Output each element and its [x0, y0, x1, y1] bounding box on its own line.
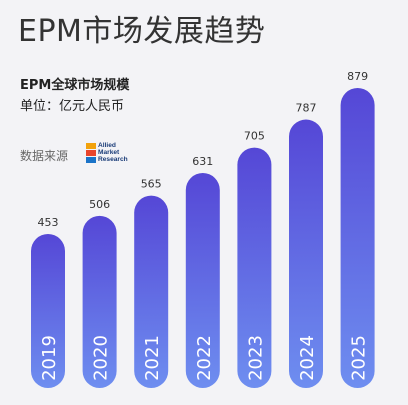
allied-market-research-logo: Allied Market Research	[86, 141, 148, 165]
value-label-2022: 631	[192, 155, 213, 168]
category-label-2024: 2024	[297, 335, 318, 381]
value-label-2020: 506	[89, 198, 110, 211]
bar-2023	[237, 147, 272, 388]
category-label-2019: 2019	[39, 335, 60, 381]
category-label-2022: 2022	[194, 335, 215, 381]
value-label-2021: 565	[141, 178, 162, 191]
value-label-2023: 705	[244, 130, 265, 143]
value-label-2024: 787	[296, 102, 317, 115]
chart-subtitle: EPM全球市场规模	[20, 78, 130, 93]
bar-2021	[134, 195, 169, 388]
bar-2019	[31, 234, 65, 388]
unit-label: 单位：亿元人民币	[20, 99, 125, 114]
bar-2025	[340, 88, 375, 388]
logo-icon	[86, 143, 96, 163]
logo-text: Allied Market Research	[98, 142, 128, 164]
page-title: EPM市场发展趋势	[18, 14, 266, 49]
value-label-2019: 453	[38, 216, 59, 229]
category-label-2023: 2023	[245, 335, 266, 381]
category-label-2021: 2021	[142, 335, 163, 381]
value-label-2025: 879	[347, 70, 368, 83]
bar-2022	[185, 172, 220, 388]
source-label: 数据来源	[20, 149, 69, 163]
category-label-2025: 2025	[349, 335, 370, 381]
bar-2020	[82, 215, 117, 388]
bar-2024	[289, 119, 323, 388]
category-label-2020: 2020	[91, 335, 112, 381]
